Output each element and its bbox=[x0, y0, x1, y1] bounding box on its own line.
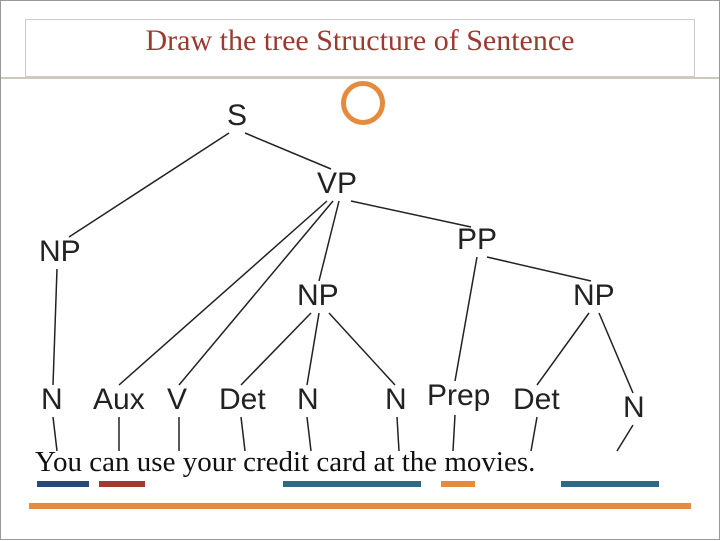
accent-circle-icon bbox=[341, 81, 385, 125]
tree-node-np3: NP bbox=[573, 279, 615, 313]
rule-bottom bbox=[29, 503, 691, 509]
word-underline-4 bbox=[561, 481, 659, 487]
word-underline-0 bbox=[37, 481, 89, 487]
word-underline-3 bbox=[441, 481, 475, 487]
tree-node-det2: Det bbox=[513, 383, 560, 417]
tree-node-n1: N bbox=[41, 383, 63, 417]
tree-node-n2: N bbox=[297, 383, 319, 417]
title-container: Draw the tree Structure of Sentence bbox=[25, 19, 695, 77]
rule-top bbox=[1, 77, 719, 79]
sentence-text: You can use your credit card at the movi… bbox=[35, 446, 535, 479]
tree-node-np1: NP bbox=[39, 235, 81, 269]
slide-title: Draw the tree Structure of Sentence bbox=[26, 24, 694, 58]
tree-node-prep: Prep bbox=[427, 379, 490, 413]
tree-node-n3: N bbox=[385, 383, 407, 417]
word-underline-2 bbox=[283, 481, 421, 487]
word-underline-1 bbox=[99, 481, 145, 487]
tree-node-np2: NP bbox=[297, 279, 339, 313]
tree-node-aux: Aux bbox=[93, 383, 145, 417]
tree-node-vp: VP bbox=[317, 167, 357, 201]
tree-node-pp: PP bbox=[457, 223, 497, 257]
tree-node-v: V bbox=[167, 383, 187, 417]
slide: Draw the tree Structure of Sentence S VP N… bbox=[0, 0, 720, 540]
tree-node-s: S bbox=[227, 99, 247, 133]
tree-node-n4: N bbox=[623, 391, 645, 425]
tree-node-det1: Det bbox=[219, 383, 266, 417]
